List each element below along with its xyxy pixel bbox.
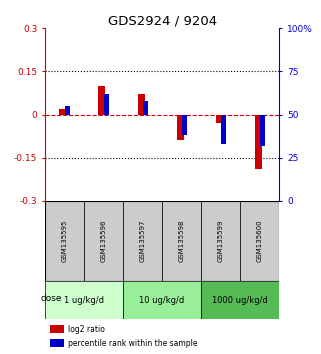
Bar [201,281,279,319]
Bar [123,201,162,281]
Text: GSM135600: GSM135600 [257,220,263,262]
Bar [240,201,279,281]
Bar [104,94,108,115]
Bar [182,115,187,135]
Bar [50,339,64,347]
Text: GSM135595: GSM135595 [61,220,67,262]
Text: 10 ug/kg/d: 10 ug/kg/d [140,296,185,305]
Bar [137,95,144,115]
Text: log2 ratio: log2 ratio [68,325,105,335]
Bar [99,86,106,115]
Bar [260,115,265,146]
Text: 1000 ug/kg/d: 1000 ug/kg/d [212,296,268,305]
Bar [143,101,148,115]
Title: GDS2924 / 9204: GDS2924 / 9204 [108,14,217,27]
Bar [59,109,66,115]
Bar [201,201,240,281]
Bar [84,201,123,281]
Bar [50,325,64,333]
Bar [177,115,184,141]
Bar [65,106,70,115]
Text: GSM135597: GSM135597 [140,220,146,262]
Bar [45,281,123,319]
Text: 1 ug/kg/d: 1 ug/kg/d [64,296,104,305]
Bar [221,115,226,144]
Bar [45,201,84,281]
Text: dose: dose [40,294,62,303]
Text: GSM135598: GSM135598 [178,220,185,262]
Text: percentile rank within the sample: percentile rank within the sample [68,339,198,348]
Bar [255,115,262,169]
Text: GSM135596: GSM135596 [100,220,107,262]
Text: GSM135599: GSM135599 [218,220,224,262]
Bar [162,201,201,281]
Bar [216,115,223,123]
Bar [123,281,201,319]
